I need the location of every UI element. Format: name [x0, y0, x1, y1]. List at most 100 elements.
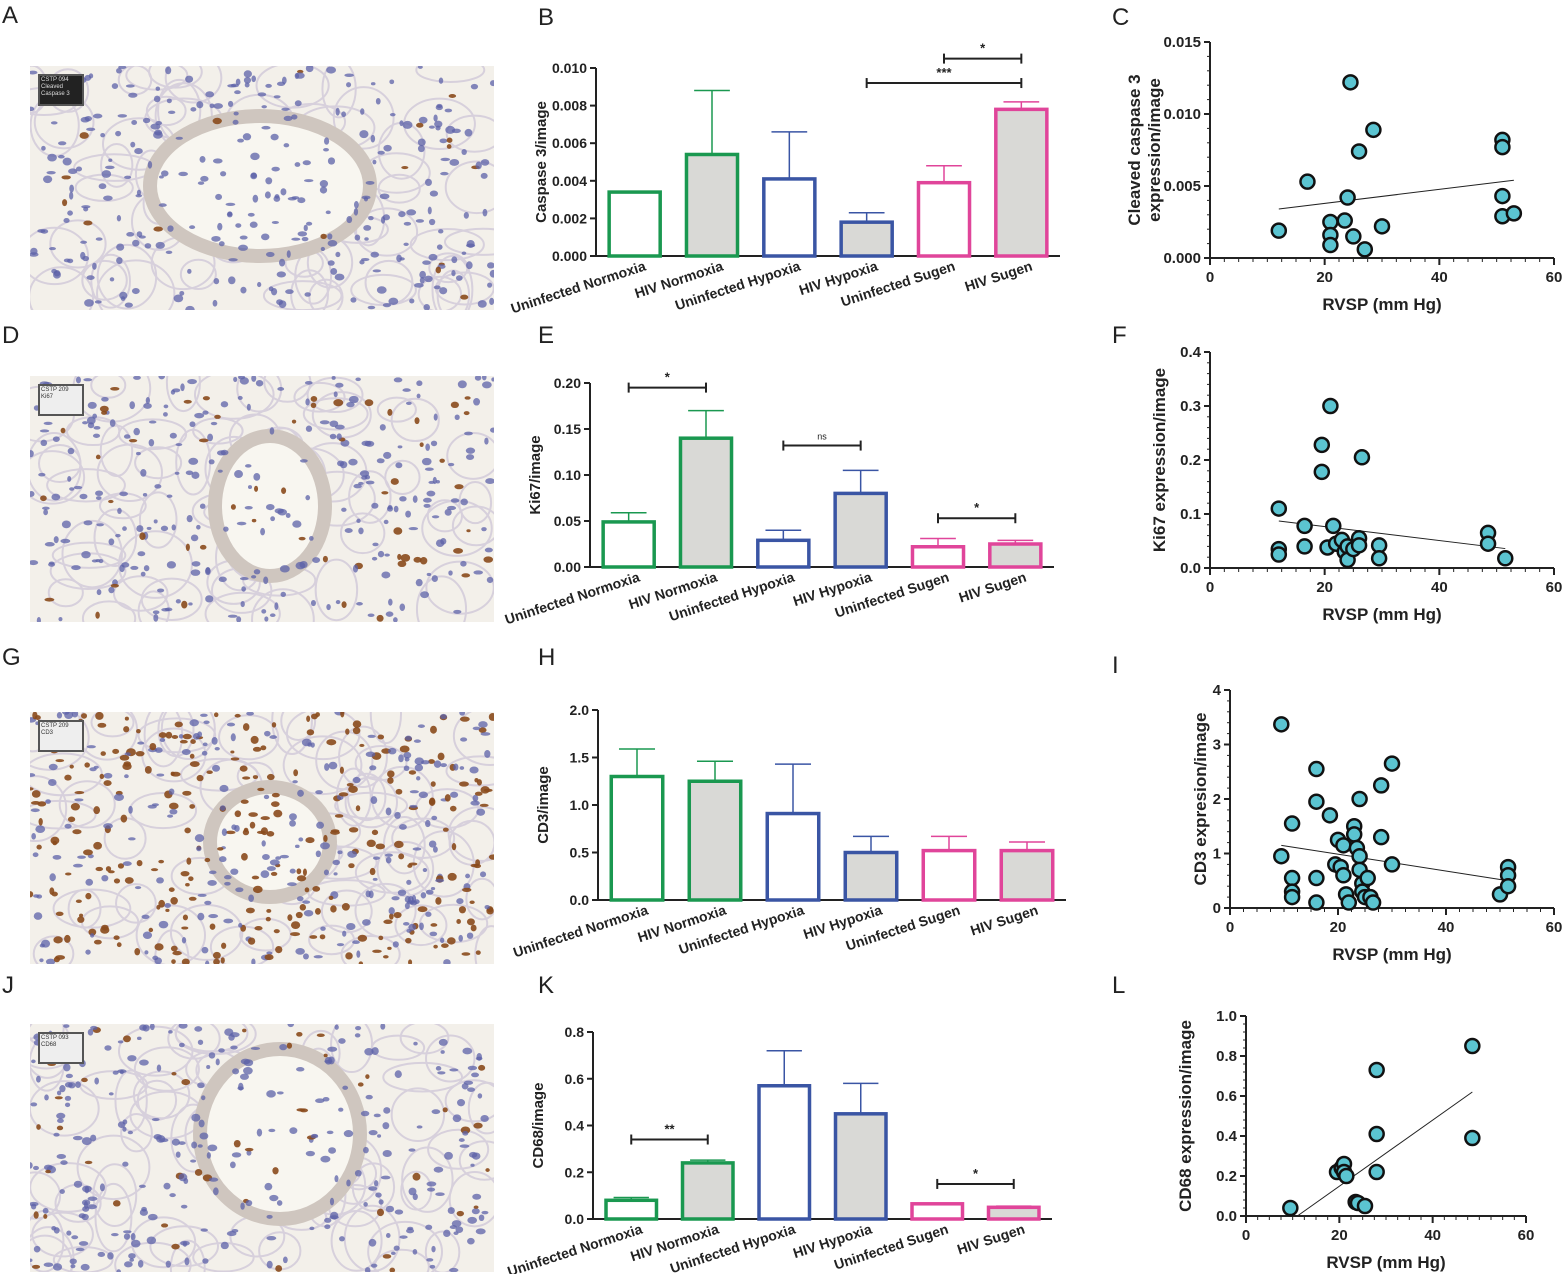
tissue-texture: [30, 712, 494, 964]
x-axis-label-c: RVSP (mm Hg): [1322, 295, 1441, 314]
y-tick-label-l: 1.0: [1216, 1008, 1237, 1025]
data-point-c-11: [1356, 241, 1374, 258]
data-point-i-1: [1273, 716, 1290, 733]
x-tick-label-f: 40: [1431, 579, 1448, 596]
y-tick-label-c: 0.005: [1163, 178, 1201, 195]
data-point-c-9: [1345, 228, 1362, 245]
x-tick-label-f: 0: [1206, 579, 1214, 596]
data-point-i-3: [1283, 815, 1301, 832]
data-point-f-5: [1296, 538, 1313, 555]
y-axis-label-k: CD68/image: [530, 1083, 547, 1169]
regression-line-c: [1278, 179, 1514, 210]
y-tick-label-f: 0.2: [1180, 452, 1201, 469]
data-point-l-13: [1464, 1037, 1481, 1055]
caspase3-histology-image: CSTP 094 Cleaved Caspase 3: [30, 66, 494, 310]
category-label-b: HIV Sugen: [963, 258, 1035, 295]
bar-k-5: [910, 1202, 965, 1221]
y-tick-label-e: 0.10: [554, 467, 581, 483]
y-tick-label-i: 1: [1213, 846, 1221, 863]
data-point-i-20: [1345, 826, 1363, 843]
panel-label-i: I: [1112, 652, 1119, 679]
bar-h-4: [843, 850, 899, 902]
panel-label-e: E: [538, 322, 555, 349]
tissue-texture: [30, 66, 494, 310]
data-point-f-3: [1270, 546, 1288, 563]
data-point-i-7: [1308, 760, 1325, 778]
y-tick-label-h: 0.5: [570, 845, 590, 861]
bar-e-2: [678, 436, 734, 569]
significance-label-e: *: [665, 370, 671, 385]
data-point-f-7: [1313, 463, 1331, 481]
x-tick-label-l: 60: [1518, 1227, 1535, 1244]
data-point-f-6: [1313, 436, 1331, 454]
y-tick-label-h: 1.0: [570, 797, 590, 813]
panel-label-h: H: [538, 644, 556, 671]
data-point-i-16: [1335, 867, 1352, 884]
cd3-histology-image: CSTP 209 CD3: [30, 712, 494, 964]
bar-e-5: [910, 545, 966, 569]
y-tick-label-h: 2.0: [570, 702, 590, 718]
x-tick-label-i: 40: [1438, 919, 1455, 936]
x-tick-label-i: 0: [1226, 919, 1234, 936]
data-point-l-12: [1368, 1163, 1385, 1181]
tissue-texture: [30, 1024, 494, 1272]
y-axis-label-e: Ki67/image: [527, 435, 544, 514]
category-label-h: Uninfected Normoxia: [511, 902, 650, 961]
data-point-f-9: [1322, 397, 1339, 415]
data-point-i-28: [1359, 869, 1376, 887]
bar-k-3: [757, 1084, 812, 1221]
y-axis-label-c: Cleaved caspase 3: [1125, 74, 1144, 225]
x-axis-label-i: RVSP (mm Hg): [1332, 945, 1451, 964]
data-point-i-15: [1335, 837, 1352, 854]
data-point-c-18: [1505, 205, 1523, 222]
data-point-c-12: [1365, 121, 1382, 139]
y-tick-label-l: 0.8: [1216, 1048, 1237, 1065]
bar-h-5: [921, 848, 977, 902]
data-point-c-16: [1494, 187, 1511, 205]
data-point-i-31: [1372, 777, 1390, 794]
bar-h-2: [687, 779, 743, 902]
x-axis-label-l: RVSP (mm Hg): [1326, 1253, 1445, 1272]
y-tick-label-l: 0.4: [1216, 1128, 1238, 1145]
tissue-texture: [30, 376, 494, 622]
data-point-f-10: [1325, 517, 1342, 535]
y-tick-label-b: 0.006: [552, 135, 587, 151]
slide-tag: CSTP 209 CD3: [38, 720, 84, 752]
data-point-c-7: [1339, 189, 1356, 206]
y-axis-label-c: expression/image: [1145, 78, 1164, 222]
data-point-c-13: [1373, 218, 1391, 235]
data-point-i-38: [1499, 877, 1517, 895]
cd68-histology-image: CSTP 093 CD68: [30, 1024, 494, 1272]
category-label-e: Uninfected Normoxia: [503, 569, 642, 628]
bar-b-6: [994, 107, 1049, 258]
data-point-i-30: [1364, 894, 1382, 911]
y-tick-label-l: 0.0: [1216, 1208, 1237, 1225]
data-point-i-33: [1383, 755, 1401, 772]
y-tick-label-l: 0.6: [1216, 1088, 1237, 1105]
data-point-l-14: [1464, 1129, 1481, 1147]
panel-label-c: C: [1112, 4, 1130, 31]
bar-e-4: [833, 491, 888, 569]
y-axis-label-i: CD3 expresion/image: [1191, 713, 1210, 886]
y-tick-label-i: 0: [1213, 900, 1221, 917]
bar-k-2: [680, 1161, 735, 1221]
y-tick-label-h: 0.0: [570, 892, 590, 908]
y-tick-label-k: 0.6: [565, 1071, 585, 1087]
y-tick-label-h: 1.5: [570, 750, 590, 766]
panel-label-f: F: [1112, 322, 1127, 349]
panel-label-g: G: [2, 644, 21, 671]
x-tick-label-f: 20: [1316, 579, 1333, 596]
x-tick-label-i: 20: [1330, 919, 1347, 936]
data-point-i-34: [1383, 856, 1401, 873]
bar-b-3: [762, 177, 817, 258]
y-tick-label-k: 0.8: [565, 1024, 585, 1040]
x-tick-label-c: 20: [1316, 269, 1333, 286]
y-tick-label-f: 0.4: [1180, 344, 1202, 361]
y-tick-label-l: 0.2: [1216, 1168, 1237, 1185]
data-point-c-1: [1270, 222, 1288, 239]
panel-label-j: J: [2, 972, 14, 999]
data-point-l-10: [1368, 1061, 1385, 1079]
data-point-c-5: [1322, 236, 1339, 254]
x-tick-label-c: 60: [1546, 269, 1563, 286]
